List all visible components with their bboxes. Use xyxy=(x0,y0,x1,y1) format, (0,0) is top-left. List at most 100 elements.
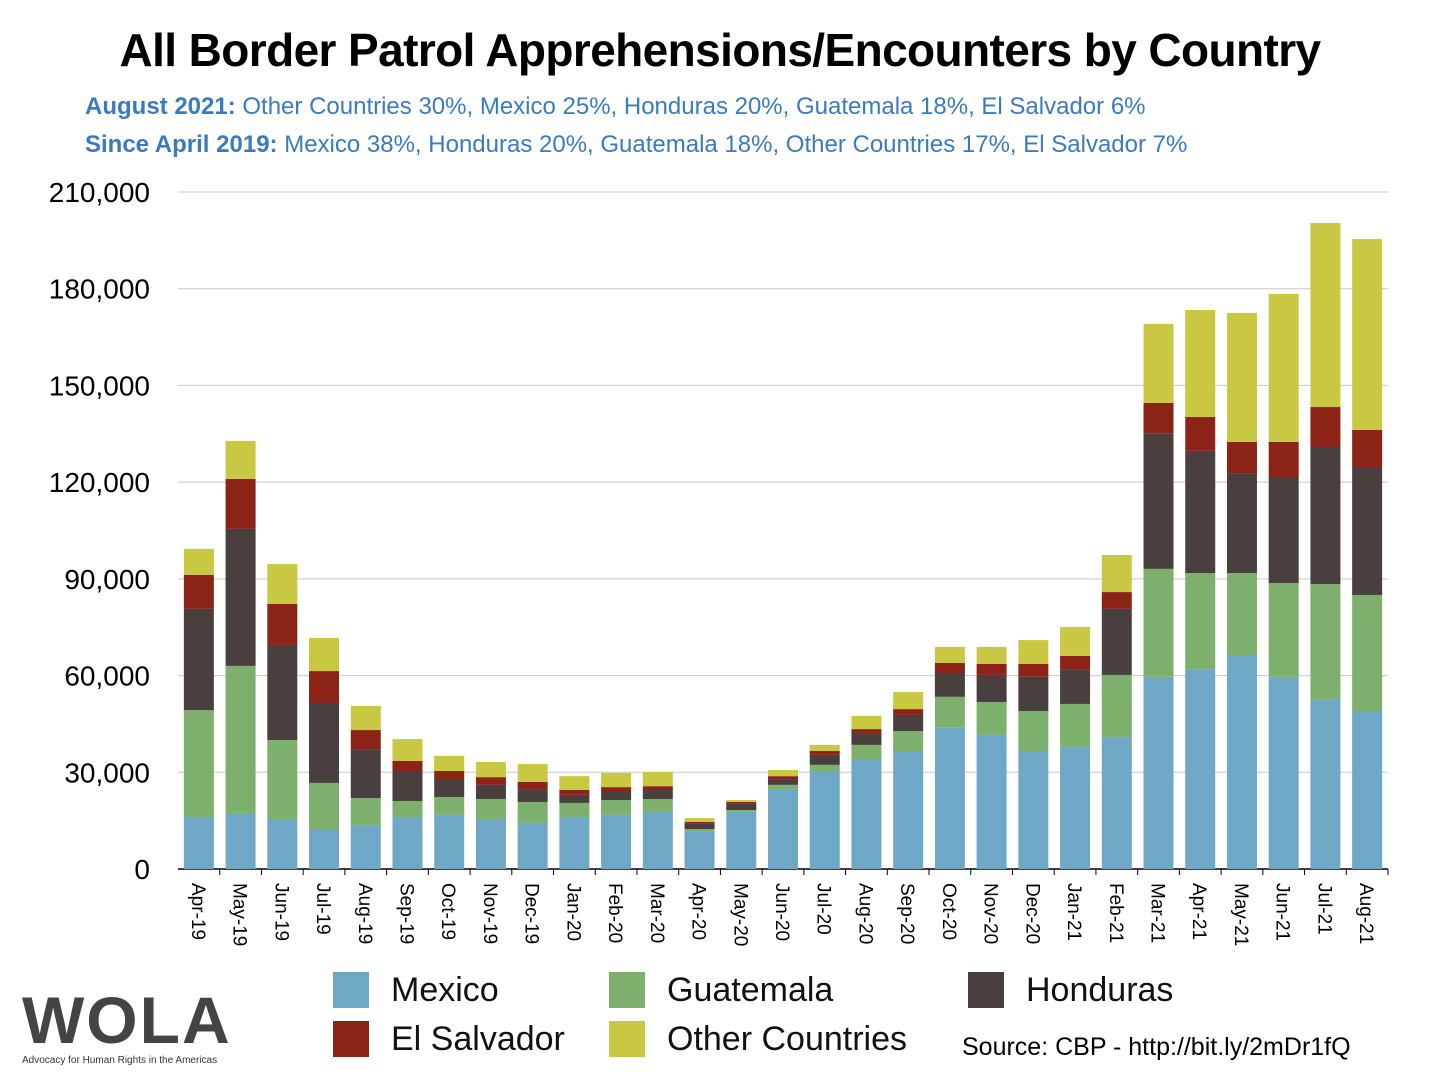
bar-segment-honduras xyxy=(642,790,673,800)
x-tick-label: Aug-20 xyxy=(854,883,875,944)
bar-segment-guatemala xyxy=(309,782,340,830)
bar-segment-mexico xyxy=(1060,747,1091,869)
x-tick-label: Jun-19 xyxy=(270,883,291,941)
bar-segment-el-salvador xyxy=(559,790,590,795)
x-tick-label: Aug-19 xyxy=(354,883,375,944)
bar-segment-mexico xyxy=(1143,676,1174,869)
bar-segment-el-salvador xyxy=(309,671,340,703)
bar-segment-el-salvador xyxy=(225,478,256,529)
bar-segment-other-countries xyxy=(517,763,548,782)
bar-segment-honduras xyxy=(601,790,632,801)
bar-segment-honduras xyxy=(225,528,256,666)
bar-segment-mexico xyxy=(1226,654,1257,869)
bar-segment-honduras xyxy=(1060,669,1091,704)
x-tick-label: Jul-19 xyxy=(312,883,333,935)
bar-segment-other-countries xyxy=(309,637,340,672)
bar-segment-mexico xyxy=(559,817,590,869)
x-tick-label: Aug-21 xyxy=(1355,883,1376,944)
bar-segment-guatemala xyxy=(517,801,548,823)
legend-item-honduras: Honduras xyxy=(968,970,1173,1010)
y-tick-label: 90,000 xyxy=(64,564,150,595)
x-tick-label: Feb-21 xyxy=(1105,883,1126,943)
bar-segment-el-salvador xyxy=(434,770,465,781)
bar-segment-honduras xyxy=(559,794,590,803)
bar-segment-mexico xyxy=(1310,699,1341,869)
bar-segment-el-salvador xyxy=(1060,655,1091,670)
x-tick-label: Jan-21 xyxy=(1063,883,1084,941)
bar-segment-guatemala xyxy=(1185,573,1216,670)
bar-segment-mexico xyxy=(434,814,465,869)
bar-segment-guatemala xyxy=(684,829,715,832)
bar-segment-el-salvador xyxy=(642,786,673,791)
bar-segment-mexico xyxy=(809,770,840,869)
bar-segment-honduras xyxy=(1268,476,1299,584)
bar-segment-guatemala xyxy=(434,797,465,815)
y-tick-label: 210,000 xyxy=(49,177,150,208)
bar-segment-other-countries xyxy=(1226,312,1257,442)
x-tick-label: Oct-20 xyxy=(938,883,959,940)
bar-segment-other-countries xyxy=(1268,293,1299,442)
subtitle-text: Mexico 38%, Honduras 20%, Guatemala 18%,… xyxy=(284,131,1188,158)
bar-segment-el-salvador xyxy=(1352,429,1383,467)
bar-segment-guatemala xyxy=(1352,594,1383,712)
logo-text: WOLA xyxy=(22,983,232,1057)
legend-item-el-salvador: El Salvador xyxy=(333,1019,565,1059)
subtitle-label: Since April 2019: xyxy=(85,131,278,158)
bar-segment-other-countries xyxy=(475,761,506,778)
bar-segment-guatemala xyxy=(768,784,798,790)
bar-segment-honduras xyxy=(434,780,465,798)
bar-segment-mexico xyxy=(183,817,214,869)
x-tick-label: Dec-19 xyxy=(521,883,542,944)
x-tick-label: Jul-21 xyxy=(1313,883,1334,935)
subtitle-text: Other Countries 30%, Mexico 25%, Hondura… xyxy=(242,93,1146,120)
bar-segment-mexico xyxy=(392,817,423,869)
bar-segment-guatemala xyxy=(726,810,757,812)
bar-segment-mexico xyxy=(225,812,256,869)
bar-segment-honduras xyxy=(1018,676,1049,712)
chart-title: All Border Patrol Apprehensions/Encounte… xyxy=(119,24,1322,76)
bar-segment-el-salvador xyxy=(1143,402,1174,434)
legend-swatch xyxy=(609,1021,645,1057)
bar-segment-el-salvador xyxy=(976,663,1007,675)
bar-segment-mexico xyxy=(726,811,757,869)
bar-segment-honduras xyxy=(934,672,965,697)
bar-segment-mexico xyxy=(934,727,965,869)
x-tick-label: Apr-21 xyxy=(1188,883,1209,940)
legend-label: El Salvador xyxy=(391,1020,565,1058)
x-tick-label: Sep-19 xyxy=(395,883,416,944)
bar-segment-el-salvador xyxy=(1310,407,1341,448)
bar-segment-mexico xyxy=(1101,737,1132,869)
bar-segment-other-countries xyxy=(1101,555,1132,593)
bar-segment-honduras xyxy=(1226,473,1257,574)
legend-label: Mexico xyxy=(391,971,499,1009)
bar-segment-other-countries xyxy=(1352,239,1383,430)
bar-segment-guatemala xyxy=(1101,674,1132,738)
logo-tagline: Advocacy for Human Rights in the America… xyxy=(22,1055,218,1066)
bar-segment-guatemala xyxy=(642,799,673,811)
bar-segment-mexico xyxy=(1018,751,1049,869)
bar-segment-el-salvador xyxy=(768,776,798,780)
bar-segment-other-countries xyxy=(1018,640,1049,664)
bar-segment-honduras xyxy=(517,789,548,802)
bar-segment-guatemala xyxy=(559,802,590,818)
bar-segment-guatemala xyxy=(1310,584,1341,700)
bar-segment-other-countries xyxy=(434,755,465,771)
bar-segment-mexico xyxy=(309,829,340,869)
bar-segment-honduras xyxy=(684,823,715,830)
bar-segment-mexico xyxy=(1268,676,1299,869)
bar-segment-honduras xyxy=(475,784,506,800)
y-tick-label: 60,000 xyxy=(64,661,150,692)
subtitle-since-april-2019: Since April 2019: Mexico 38%, Honduras 2… xyxy=(85,130,1187,160)
x-tick-label: Sep-20 xyxy=(896,883,917,944)
bar-segment-other-countries xyxy=(350,705,381,731)
bar-segment-guatemala xyxy=(601,800,632,815)
bar-segment-honduras xyxy=(1143,433,1174,569)
bar-segment-mexico xyxy=(768,789,798,869)
bar-segment-other-countries xyxy=(726,800,757,802)
legend-swatch xyxy=(333,1021,369,1057)
bar-segment-el-salvador xyxy=(1226,441,1257,474)
bar-segment-el-salvador xyxy=(1018,663,1049,677)
bar-segment-other-countries xyxy=(684,818,715,822)
x-tick-label: Nov-19 xyxy=(479,883,500,944)
